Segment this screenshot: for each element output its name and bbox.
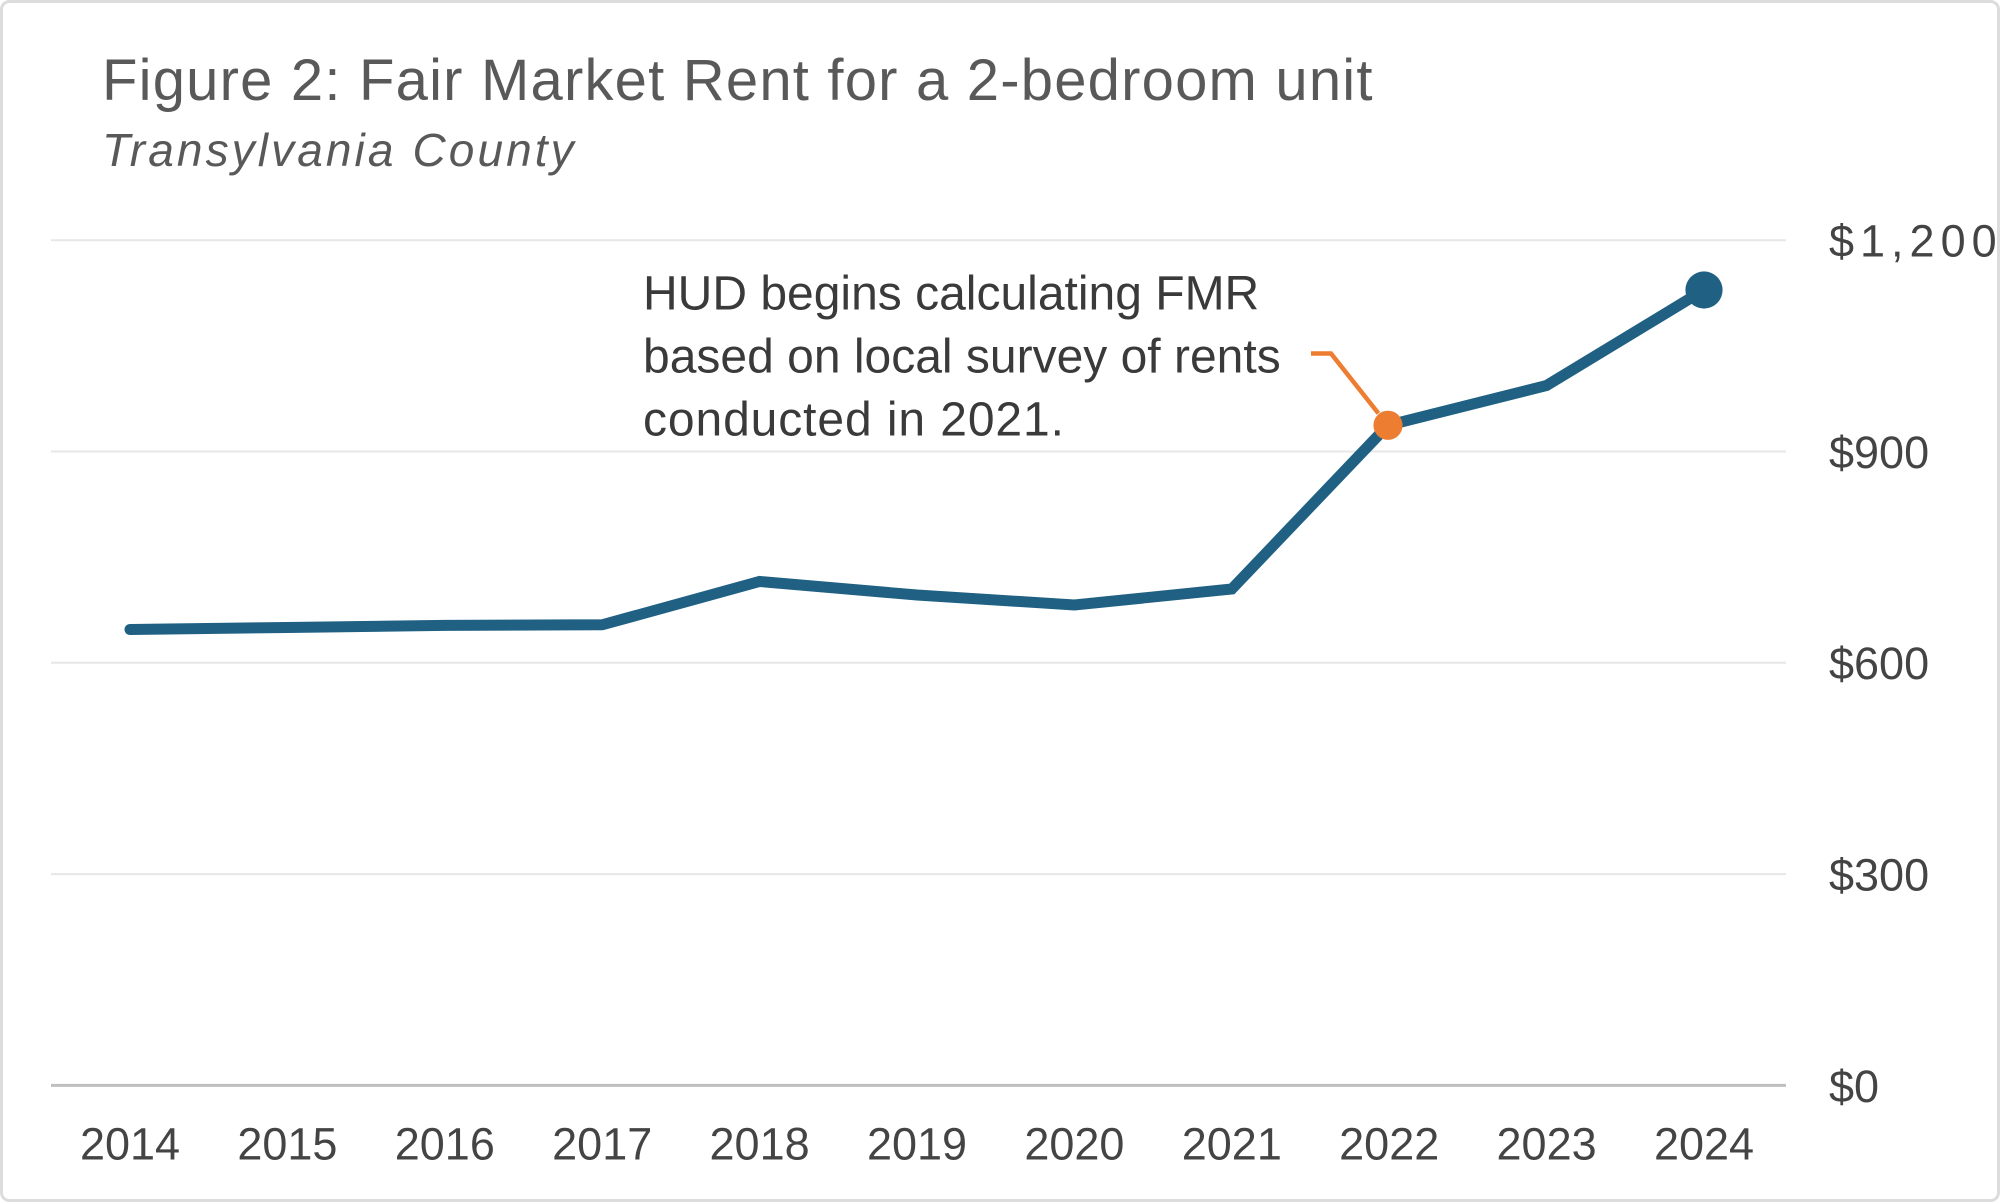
svg-text:$1,200: $1,200 [1829,216,2000,267]
svg-text:based on local survey of rents: based on local survey of rents [643,331,1281,384]
svg-text:2021: 2021 [1182,1119,1282,1170]
svg-text:$600: $600 [1829,638,1929,689]
svg-text:2017: 2017 [552,1119,652,1170]
svg-text:Figure 2: Fair Market Rent for: Figure 2: Fair Market Rent for a 2-bedro… [102,48,1374,113]
svg-text:HUD begins calculating FMR: HUD begins calculating FMR [643,268,1259,321]
svg-text:conducted in 2021.: conducted in 2021. [643,394,1065,447]
svg-text:2022: 2022 [1339,1119,1439,1170]
svg-text:2015: 2015 [237,1119,337,1170]
svg-text:$0: $0 [1829,1061,1879,1112]
svg-text:Transylvania County: Transylvania County [102,124,577,176]
svg-text:$900: $900 [1829,427,1929,478]
svg-text:2023: 2023 [1497,1119,1597,1170]
svg-text:$300: $300 [1829,850,1929,901]
svg-text:2014: 2014 [80,1119,180,1170]
svg-text:2019: 2019 [867,1119,967,1170]
svg-text:2020: 2020 [1024,1119,1124,1170]
svg-text:2024: 2024 [1654,1119,1754,1170]
svg-text:2016: 2016 [395,1119,495,1170]
svg-text:2018: 2018 [710,1119,810,1170]
